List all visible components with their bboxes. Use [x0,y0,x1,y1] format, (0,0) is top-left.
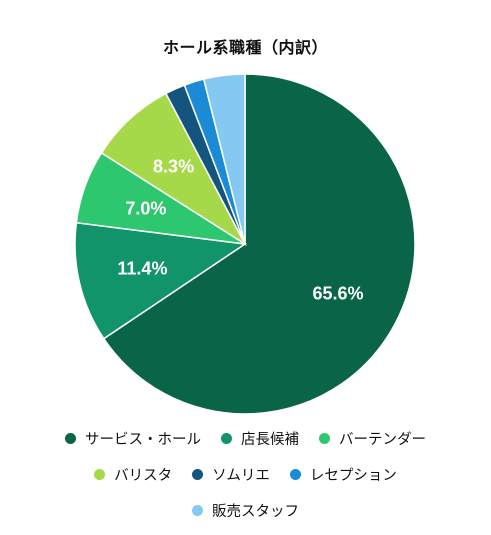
pie-slice-7 [202,73,246,245]
pie-data-label-2: 11.4% [117,258,167,278]
legend-label-2: 店長候補 [241,431,299,448]
legend-item-7: 販売スタッフ [192,500,299,520]
chart-title: ホール系職種（内訳） [162,38,328,57]
pie-slice-4 [100,92,247,247]
legend-swatch-2 [221,432,232,444]
legend-label-5: ソムリエ [212,467,270,484]
legend-item-2: 店長候補 [221,428,299,448]
pie-data-label-4: 8.3% [153,156,194,176]
legend-swatch-3 [319,432,330,444]
legend-item-1: サービス・ホール [65,428,201,448]
legend-swatch-4 [94,468,106,480]
pie-slice-2 [74,221,248,340]
legend-label-7: 販売スタッフ [212,503,299,520]
legend-swatch-7 [192,504,203,516]
legend-label-3: バーテンダー [339,431,426,448]
legend-label-6: レセプション [309,467,397,484]
pie-data-label-1: 65.6% [312,284,363,304]
pie-chart: 65.6% 11.4% 7.0% 8.3% [74,73,416,415]
legend-item-4: バリスタ [94,464,172,484]
legend-label-1: サービス・ホール [85,431,201,448]
legend-swatch-6 [289,468,301,480]
legend-item-5: ソムリエ [192,464,270,484]
legend: サービス・ホール 店長候補 バーテンダーバリスタ ソムリエ レセプション販売スタッフ [0,428,491,520]
legend-swatch-5 [192,468,204,480]
legend-swatch-1 [65,432,76,444]
pie-slice-1 [102,73,416,415]
pie-slices [74,73,416,415]
legend-label-4: バリスタ [114,467,173,484]
pie-data-label-3: 7.0% [125,198,166,218]
pie-data-labels: 65.6% 11.4% 7.0% 8.3% [117,156,363,303]
legend-item-6: レセプション [289,464,397,484]
legend-item-3: バーテンダー [319,428,426,448]
